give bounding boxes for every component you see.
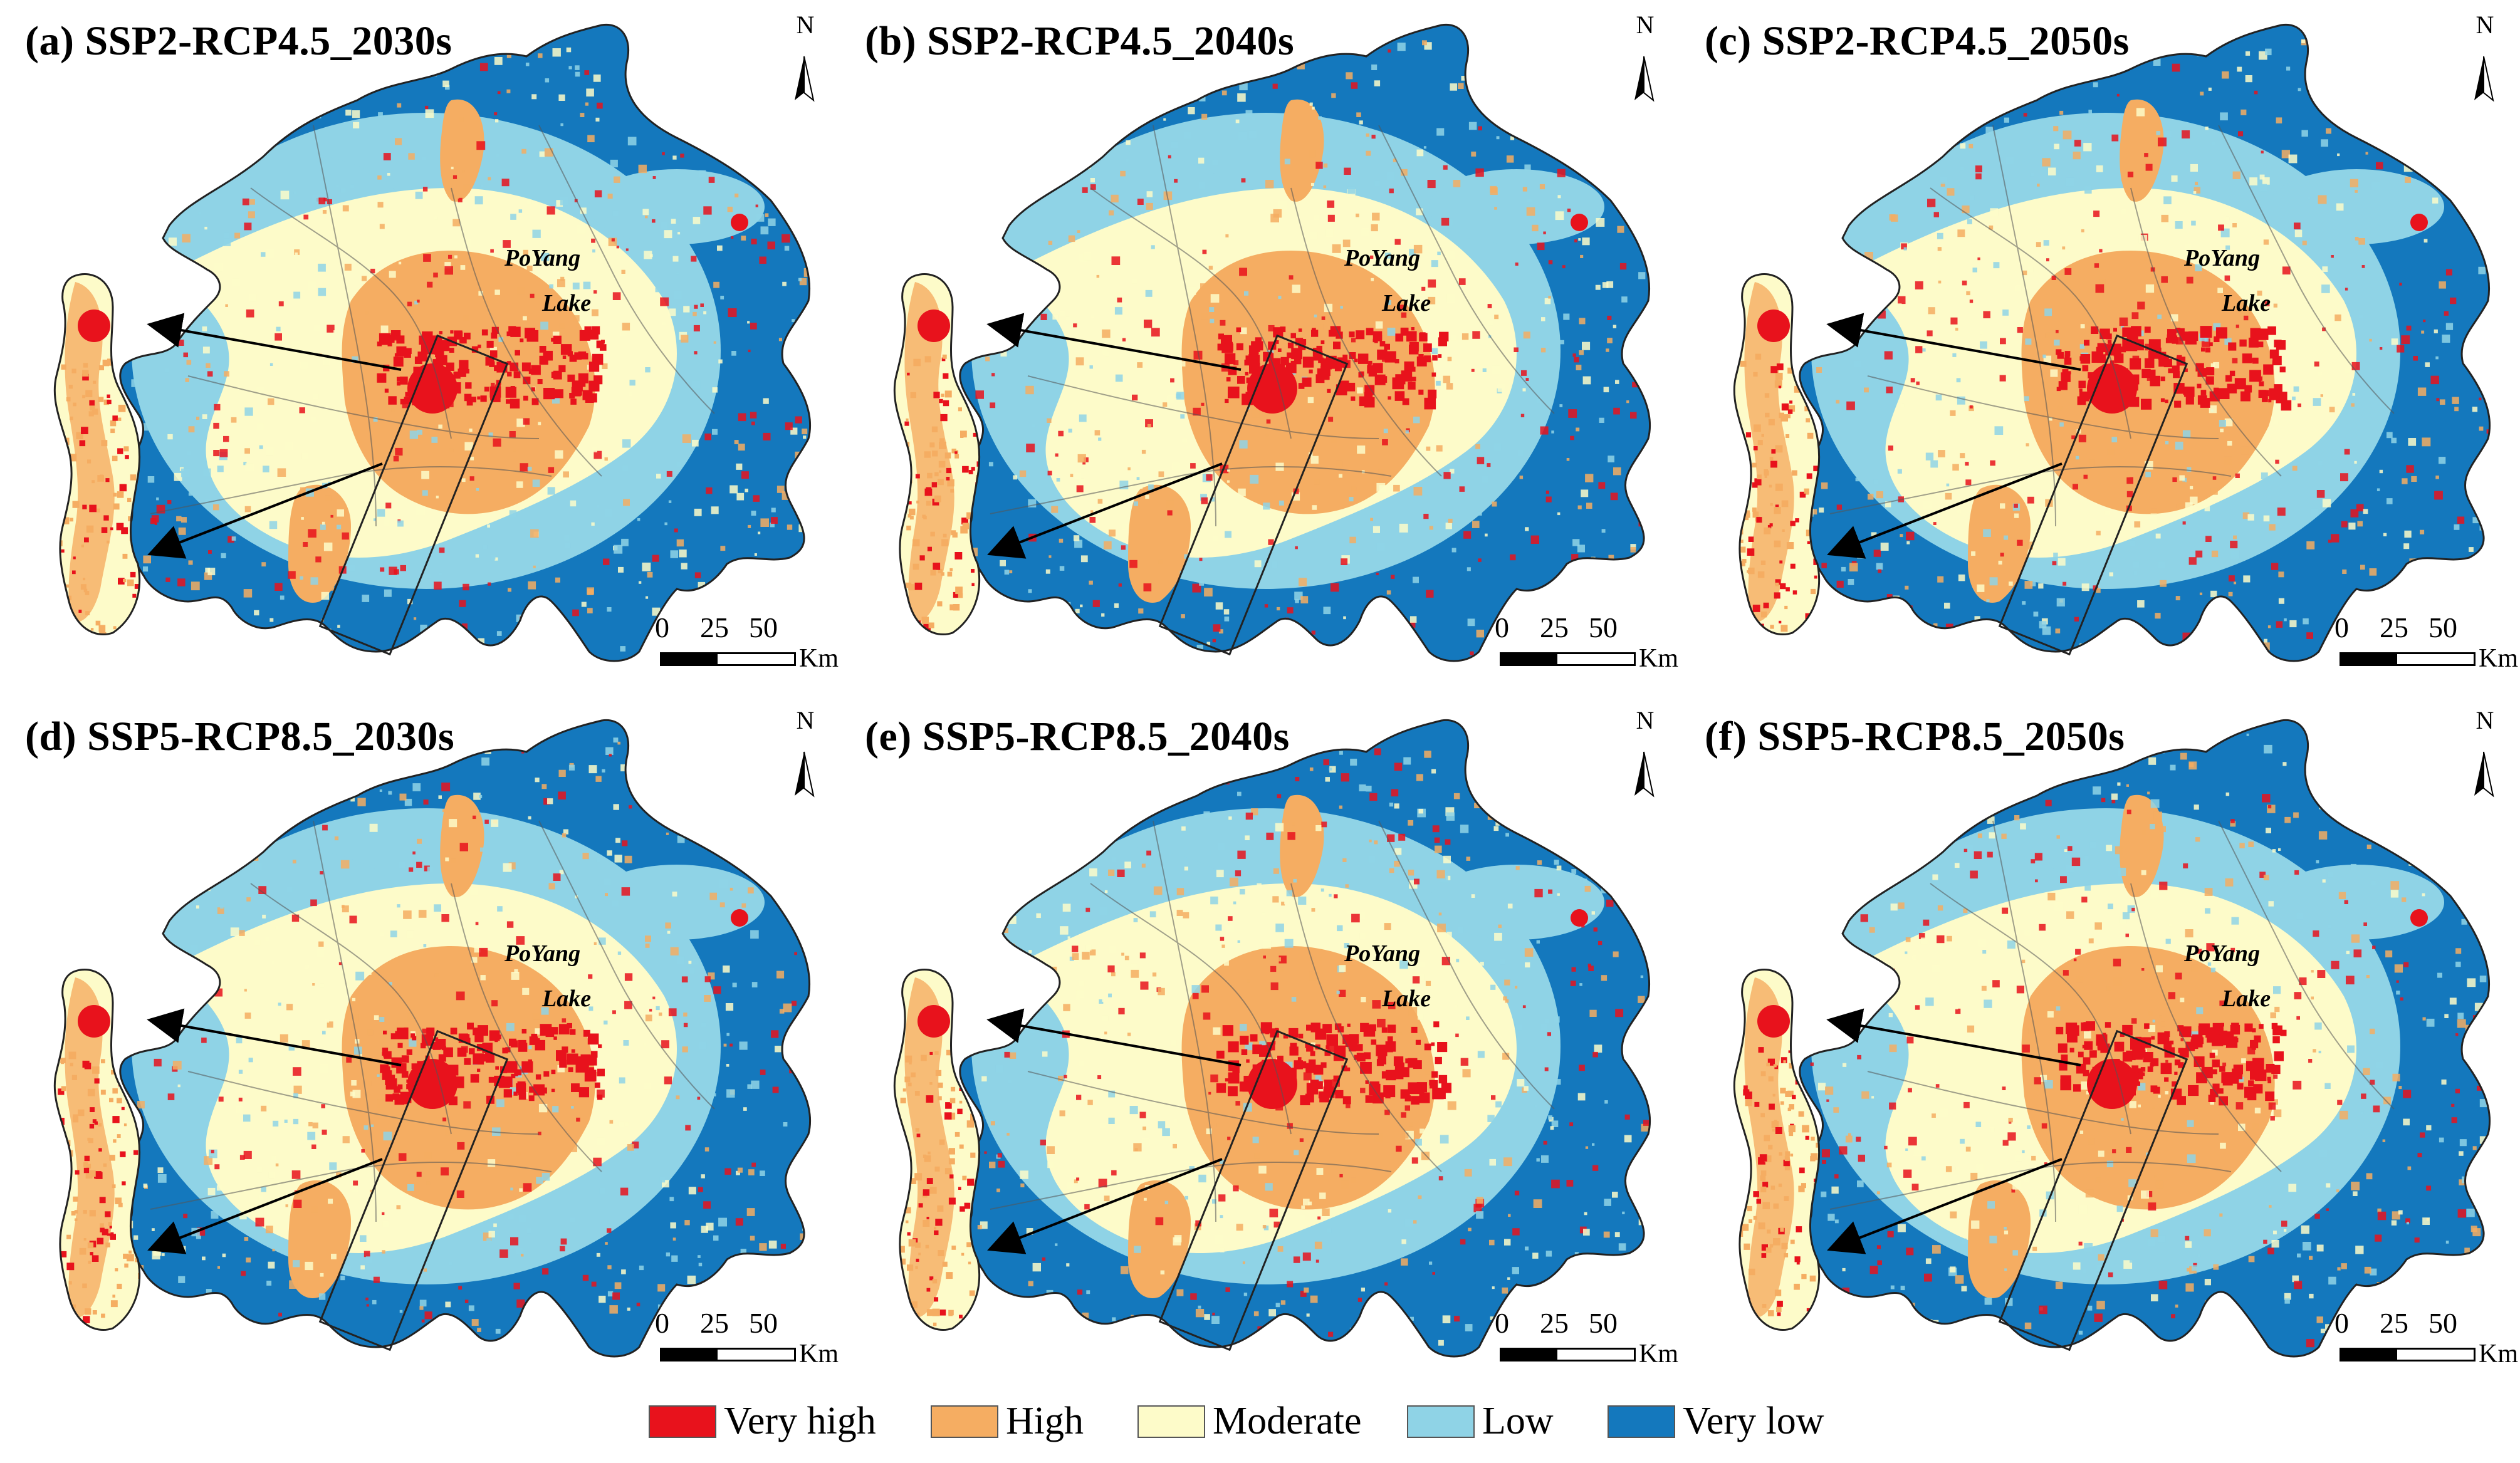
scale-tick-label: 25	[700, 1307, 729, 1339]
scale-tick-label: 50	[2429, 612, 2457, 643]
legend-swatch-very-low	[1608, 1405, 1675, 1438]
lake-label-lake: Lake	[2222, 986, 2271, 1012]
scale-bar-white	[2395, 1348, 2476, 1361]
scale-unit: Km	[2479, 1340, 2518, 1368]
north-arrow-icon: N	[1617, 708, 1673, 802]
scale-tick-label: 50	[1589, 612, 1618, 643]
panel-title: (b) SSP2-RCP4.5_2040s	[865, 18, 1295, 64]
panel-title: (a) SSP2-RCP4.5_2030s	[25, 18, 452, 64]
lake-label-lake: Lake	[542, 290, 592, 316]
north-label: N	[796, 706, 815, 734]
legend-swatch-high	[931, 1405, 998, 1438]
study-area	[959, 24, 1650, 662]
lake-label-name: PoYang	[505, 940, 581, 967]
legend: Very high High Moderate Low Very low	[649, 1394, 1902, 1450]
scale-tick-label: 50	[749, 1307, 778, 1339]
scale-unit: Km	[1639, 1340, 1678, 1368]
legend-swatch-moderate	[1137, 1405, 1205, 1438]
legend-swatch-very-high	[649, 1405, 716, 1438]
lake-label-name: PoYang	[1344, 940, 1421, 967]
panel-title: (e) SSP5-RCP8.5_2040s	[865, 714, 1290, 759]
scale-tick-label: 0	[1495, 1307, 1509, 1339]
map-panel: (e) SSP5-RCP8.5_2040s N PoYang Lake 0 25 50 Km	[840, 695, 1680, 1391]
risk-map	[53, 719, 815, 1358]
legend-label-high: High	[1006, 1400, 1084, 1442]
scale-bar-black	[2340, 652, 2397, 666]
scale-bar-black	[2340, 1348, 2397, 1361]
risk-map	[1733, 719, 2494, 1358]
scale-bar-black	[660, 1348, 718, 1361]
legend-label-low: Low	[1482, 1400, 1554, 1442]
lake-label-lake: Lake	[1382, 290, 1431, 316]
lake-label-lake: Lake	[1382, 986, 1431, 1012]
legend-label-very-low: Very low	[1683, 1400, 1824, 1442]
scale-bar: 0 25 50 Km	[1495, 1306, 1678, 1375]
north-arrow-icon: N	[777, 13, 834, 107]
north-label: N	[2476, 11, 2494, 39]
lake-label-lake: Lake	[542, 986, 592, 1012]
scale-unit: Km	[2479, 644, 2518, 673]
scale-tick-label: 50	[1589, 1307, 1618, 1339]
map-panel: (a) SSP2-RCP4.5_2030s N PoYang Lake 0 25 50 Km	[0, 0, 840, 695]
north-arrow-icon: N	[777, 708, 834, 802]
scale-bar-white	[716, 652, 796, 666]
lake-label-name: PoYang	[1344, 245, 1421, 271]
scale-tick-label: 25	[1540, 1307, 1569, 1339]
scale-bar: 0 25 50 Km	[655, 611, 839, 680]
lake-label-name: PoYang	[2184, 940, 2261, 967]
north-label: N	[1636, 706, 1655, 734]
scale-bar-white	[1555, 1348, 1636, 1361]
scale-tick-label: 25	[2380, 1307, 2408, 1339]
scale-bar-black	[1500, 652, 1557, 666]
scale-unit: Km	[1639, 644, 1678, 673]
scale-bar-black	[660, 652, 718, 666]
risk-map	[893, 23, 1655, 662]
scale-unit: Km	[799, 1340, 839, 1368]
scale-bar-white	[716, 1348, 796, 1361]
scale-tick-label: 0	[655, 612, 669, 643]
north-arrow-icon: N	[2457, 13, 2513, 107]
panel-title: (d) SSP5-RCP8.5_2030s	[25, 714, 455, 759]
scale-tick-label: 50	[749, 612, 778, 643]
scale-tick-label: 25	[1540, 612, 1569, 643]
lake-label-name: PoYang	[505, 245, 581, 271]
risk-map	[53, 23, 815, 662]
north-label: N	[796, 11, 815, 39]
north-label: N	[2476, 706, 2494, 734]
scale-bar: 0 25 50 Km	[1495, 611, 1678, 680]
lake-label-lake: Lake	[2222, 290, 2271, 316]
north-arrow-icon: N	[1617, 13, 1673, 107]
inset-area	[894, 274, 980, 635]
legend-label-moderate: Moderate	[1213, 1400, 1362, 1442]
map-panel: (d) SSP5-RCP8.5_2030s N PoYang Lake 0 25 50 Km	[0, 695, 840, 1391]
scale-tick-label: 50	[2429, 1307, 2457, 1339]
legend-swatch-low	[1407, 1405, 1475, 1438]
scale-tick-label: 0	[1495, 612, 1509, 643]
scale-bar-white	[1555, 652, 1636, 666]
scale-tick-label: 25	[700, 612, 729, 643]
scale-bar: 0 25 50 Km	[655, 1306, 839, 1375]
scale-bar: 0 25 50 Km	[2334, 1306, 2518, 1375]
map-panel: (b) SSP2-RCP4.5_2040s N PoYang Lake 0 25 50 Km	[840, 0, 1680, 695]
panel-title: (f) SSP5-RCP8.5_2050s	[1705, 714, 2125, 759]
north-label: N	[1636, 11, 1655, 39]
scale-bar-black	[1500, 1348, 1557, 1361]
scale-tick-label: 25	[2380, 612, 2408, 643]
scale-tick-label: 0	[2334, 612, 2349, 643]
map-panel: (c) SSP2-RCP4.5_2050s N PoYang Lake 0 25 50 Km	[1680, 0, 2519, 695]
legend-label-very-high: Very high	[724, 1400, 876, 1442]
scale-bar-white	[2395, 652, 2476, 666]
lake-label-name: PoYang	[2184, 245, 2261, 271]
panel-title: (c) SSP2-RCP4.5_2050s	[1705, 18, 2130, 64]
scale-bar: 0 25 50 Km	[2334, 611, 2518, 680]
scale-tick-label: 0	[2334, 1307, 2349, 1339]
scale-unit: Km	[799, 644, 839, 673]
map-panel: (f) SSP5-RCP8.5_2050s N PoYang Lake 0 25 50 Km	[1680, 695, 2519, 1391]
north-arrow-icon: N	[2457, 708, 2513, 802]
scale-tick-label: 0	[655, 1307, 669, 1339]
risk-map	[1733, 23, 2494, 662]
risk-map	[893, 719, 1655, 1358]
